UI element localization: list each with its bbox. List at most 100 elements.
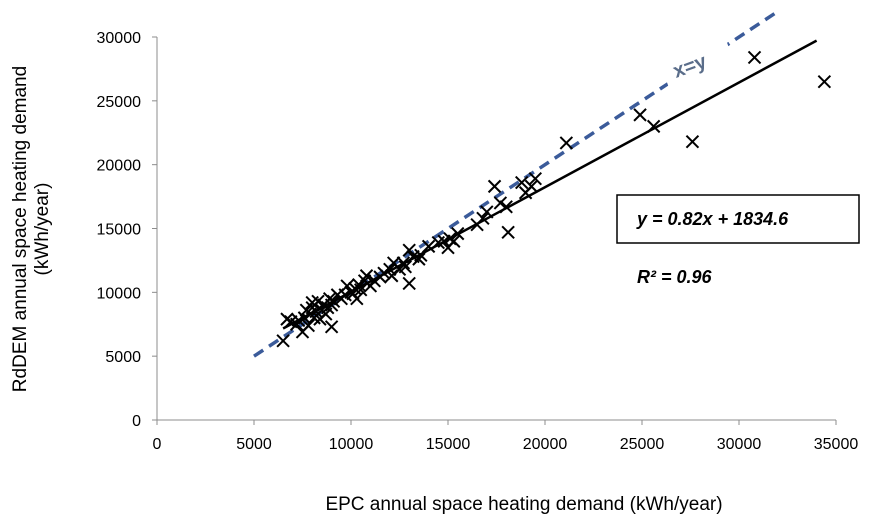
data-point-stroke [340,279,354,293]
data-point-stroke [493,196,508,210]
r2-text: R² = 0.96 [637,267,713,287]
data-point [301,318,316,333]
data-point-stroke [747,50,762,65]
equation-box [616,194,860,244]
data-point-stroke [646,119,661,134]
x-tick-label: 15000 [426,436,471,453]
equation-text: y = 0.82x + 1834.6 [636,209,789,229]
y-tick-label: 0 [132,413,141,430]
axes [152,36,837,425]
data-point [402,276,416,291]
data-point-stroke [476,211,490,225]
x-tick-labels: 0 5000 10000 15000 20000 25000 30000 35000 [153,436,859,453]
data-point [528,172,543,186]
data-point [515,175,529,190]
data-point-stroke [559,136,574,150]
data-point-stroke [480,205,494,219]
y-tick-labels: 0 5000 10000 15000 20000 25000 30000 [97,30,142,430]
data-point-stroke [501,225,515,240]
data-point-stroke [447,234,461,248]
data-point-stroke [367,274,381,288]
trendline-group [282,39,818,330]
data-point [421,239,436,254]
data-point-stroke [421,239,436,254]
data-point [633,108,647,122]
data-point-stroke [326,294,341,308]
data-point [524,179,539,194]
data-point-stroke [398,260,413,274]
data-point-stroke [353,283,368,297]
data-point [499,200,513,214]
x-tick-label: 0 [153,436,162,453]
data-point-stroke [817,74,832,89]
y-tick-label: 5000 [105,349,141,366]
x-axis-title: EPC annual space heating demand (kWh/yea… [325,494,722,515]
data-point [747,50,762,65]
identity-line-group [253,10,779,358]
data-point-stroke [396,256,411,270]
data-point-stroke [359,269,374,283]
data-point-stroke [324,320,339,334]
data-point [324,298,339,312]
data-point-stroke [402,243,416,257]
data-point-stroke [685,134,700,149]
data-point [476,211,490,225]
data-point-stroke [383,262,397,277]
data-point [359,269,374,283]
data-point-stroke [450,226,465,241]
data-point [559,136,574,150]
data-point [276,334,290,348]
data-point-stroke [633,108,647,122]
y-axis-title-line2: (kWh/year) [32,183,53,276]
data-point [353,283,368,297]
data-point-stroke [297,311,312,325]
data-point [326,294,341,308]
data-point-stroke [412,252,426,266]
x-tick-label: 30000 [717,436,762,453]
data-point [487,179,502,194]
data-point [311,294,325,308]
y-tick-label: 15000 [97,222,142,239]
data-point-stroke [301,318,316,333]
data-point-stroke [350,292,364,306]
data-point [450,226,465,241]
data-point [396,256,411,270]
data-point [447,234,461,248]
x-tick-label: 25000 [620,436,665,453]
data-point-stroke [386,256,401,270]
data-point [350,292,364,306]
x-tick-label: 35000 [814,436,859,453]
x-tick-label: 20000 [523,436,568,453]
data-point [646,119,661,134]
data-point [501,225,515,240]
data-point-stroke [402,276,416,291]
data-point-stroke [324,298,339,312]
y-axis-title-line1: RdDEM annual space heating demand [10,66,31,392]
y-tick-label: 10000 [97,285,142,302]
data-point-stroke [311,294,325,308]
y-tick-label: 25000 [97,94,142,111]
data-point-stroke [276,334,290,348]
data-point-stroke [487,179,502,194]
data-point [412,252,426,266]
x-tick-label: 10000 [329,436,374,453]
data-point-stroke [528,172,543,186]
data-point [685,134,700,149]
data-point [493,196,508,210]
data-point [817,74,832,89]
data-point [297,311,312,325]
data-point-stroke [515,175,529,190]
identity-label-gap [659,37,739,99]
y-tick-label: 30000 [97,30,142,47]
y-tick-label: 20000 [97,158,142,175]
data-point [398,260,413,274]
data-point [324,320,339,334]
y-axis-title: RdDEM annual space heating demand (kWh/y… [10,66,53,392]
data-point-stroke [499,200,513,214]
data-point [340,279,354,293]
data-points [276,50,832,348]
data-point [480,205,494,219]
x-tick-label: 5000 [236,436,272,453]
trendline [282,39,818,330]
